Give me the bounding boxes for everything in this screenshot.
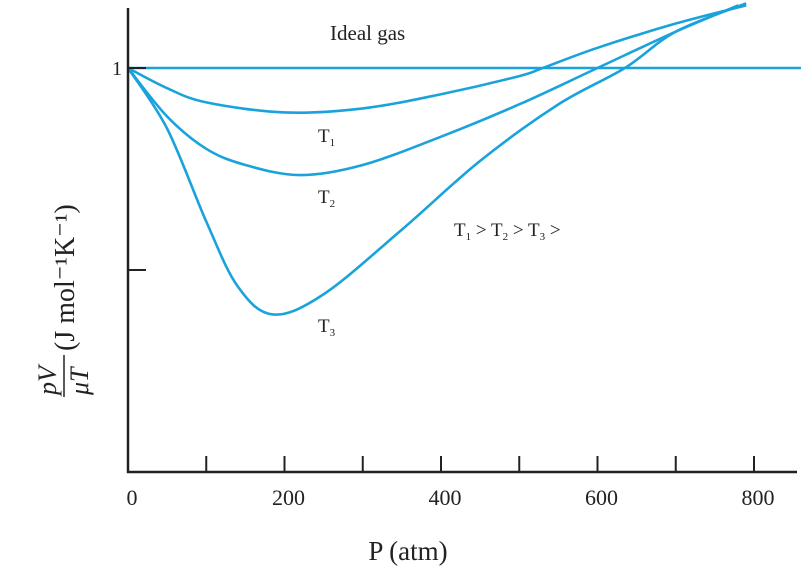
y-label-units: (J mol⁻¹K⁻¹) [50, 204, 81, 351]
temperature-order-label: T1 > T2 > T3 > [454, 220, 561, 243]
y-tick-label-1: 1 [112, 58, 122, 80]
x-tick-labels: 0 200 400 600 800 [127, 485, 775, 510]
t2-label: T2 [318, 187, 335, 210]
series-group [126, 2, 801, 316]
x-tick-label-200: 200 [272, 485, 305, 510]
y-ticks [128, 67, 146, 271]
series-line-t1 [127, 4, 747, 114]
y-axis-label: pV μT (J mol⁻¹K⁻¹) [33, 204, 94, 397]
y-label-numerator: pV [33, 363, 62, 397]
x-axis-label: P (atm) [368, 536, 447, 566]
x-ticks [205, 456, 755, 472]
series-line-t2 [126, 4, 739, 177]
series-line-t3 [126, 2, 747, 316]
t1-label: T1 [318, 126, 335, 149]
x-tick-label-400: 400 [429, 485, 462, 510]
x-tick-label-0: 0 [127, 485, 138, 510]
ideal-gas-label: Ideal gas [330, 21, 405, 45]
y-label-denominator: μT [65, 366, 94, 396]
x-tick-label-600: 600 [585, 485, 618, 510]
x-tick-label-800: 800 [742, 485, 775, 510]
t3-label: T3 [318, 316, 336, 339]
